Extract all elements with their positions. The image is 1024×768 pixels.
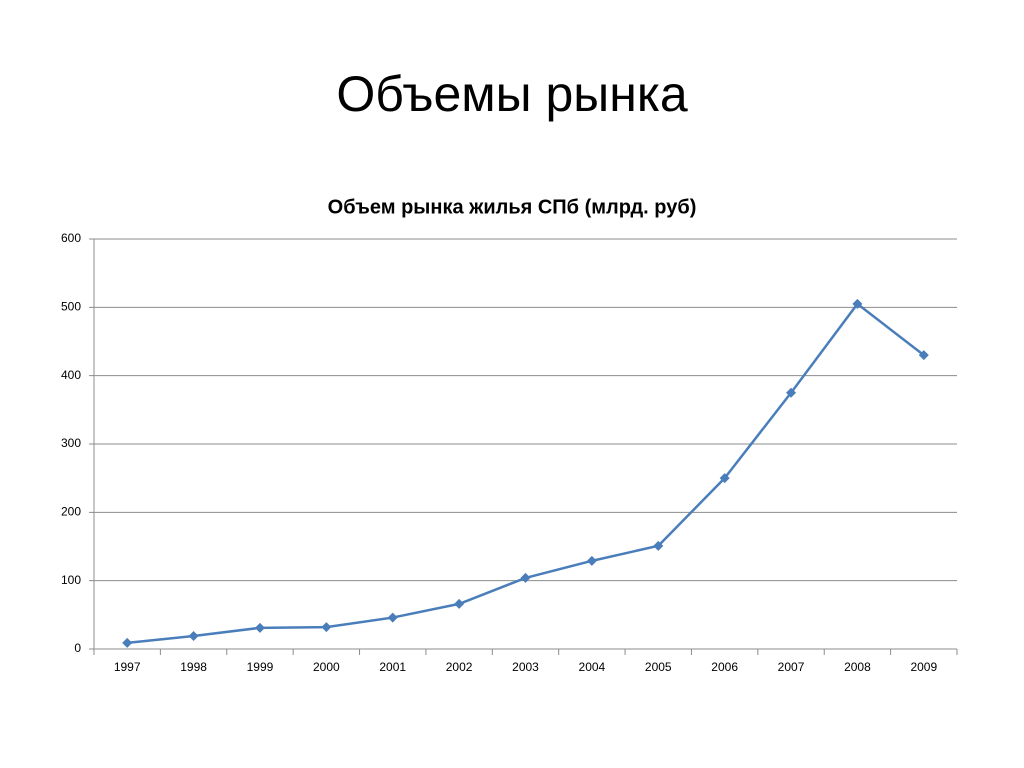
chart-title: Объем рынка жилья СПб (млрд. руб) (328, 196, 697, 218)
y-tick-label: 100 (61, 573, 81, 587)
y-tick-label: 500 (61, 300, 81, 314)
data-point (520, 572, 531, 583)
x-tick-label: 2007 (778, 660, 805, 674)
x-tick-label: 1998 (180, 660, 207, 674)
x-tick-label: 2001 (379, 660, 406, 674)
x-tick-label: 2004 (579, 660, 606, 674)
data-point (122, 637, 133, 648)
y-tick-label: 0 (74, 641, 81, 655)
data-point (454, 598, 465, 609)
x-tick-label: 2006 (711, 660, 738, 674)
data-point (852, 298, 863, 309)
x-tick-label: 2000 (313, 660, 340, 674)
x-tick-label: 1999 (247, 660, 274, 674)
data-point (188, 631, 199, 642)
x-tick-label: 2003 (512, 660, 539, 674)
series-line (127, 302, 925, 645)
x-tick-label: 2002 (446, 660, 473, 674)
data-point (786, 387, 797, 398)
x-tick-label: 2008 (844, 660, 871, 674)
data-point (254, 622, 265, 633)
y-tick-label: 400 (61, 368, 81, 382)
data-point (653, 540, 664, 551)
x-tick-label: 2005 (645, 660, 672, 674)
y-tick-label: 200 (61, 505, 81, 519)
slide-title: Объемы рынка (336, 66, 687, 122)
x-tick-label: 1997 (114, 660, 141, 674)
data-point (387, 612, 398, 623)
data-point (719, 473, 730, 484)
data-point (586, 555, 597, 566)
x-tick-label: 2009 (910, 660, 937, 674)
data-point (321, 622, 332, 633)
y-tick-label: 300 (61, 436, 81, 450)
y-tick-label: 600 (61, 231, 81, 245)
data-point (918, 350, 929, 361)
